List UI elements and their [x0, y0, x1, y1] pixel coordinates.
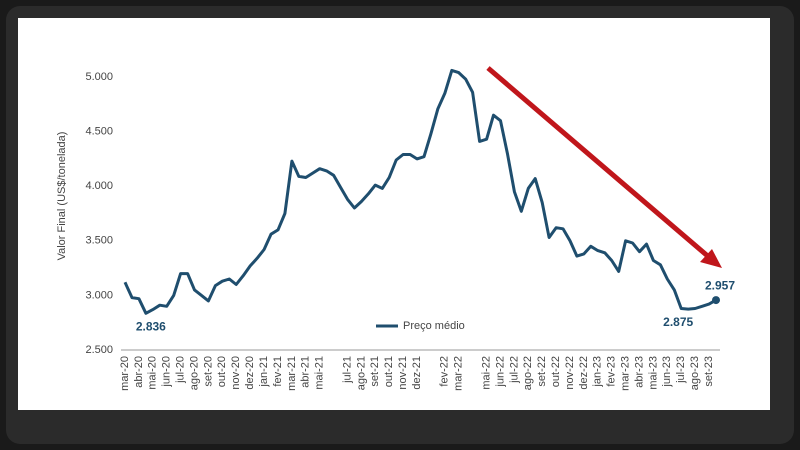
- x-tick-label: out-22: [550, 356, 562, 387]
- x-tick-label: mai-20: [147, 356, 159, 390]
- value-label: 2.836: [136, 319, 166, 333]
- x-tick-label: fev-23: [606, 356, 618, 387]
- x-tick-label: jun-22: [494, 356, 506, 388]
- x-tick-label: mar-21: [286, 356, 298, 391]
- x-tick-label: mai-23: [647, 356, 659, 390]
- x-tick-label: mar-22: [453, 356, 465, 391]
- x-tick-label: ago-23: [689, 356, 701, 390]
- x-tick-label: jul-21: [341, 356, 353, 384]
- x-tick-label: jan-21: [258, 356, 270, 388]
- x-tick-label: jun-23: [661, 356, 673, 388]
- line-series: [123, 68, 717, 315]
- x-tick-label: dez-22: [578, 356, 590, 390]
- x-tick-label: set-23: [703, 356, 715, 387]
- x-tick-label: jun-20: [161, 356, 173, 388]
- legend-label: Preço médio: [403, 320, 465, 332]
- x-tick-label: out-21: [383, 356, 395, 387]
- trend-arrow: [486, 66, 712, 260]
- x-tick-label: ago-20: [188, 356, 200, 390]
- x-tick-label: fev-22: [439, 356, 451, 387]
- x-tick-label: fev-21: [272, 356, 284, 387]
- value-label: 2.957: [705, 278, 735, 292]
- value-label: 2.875: [663, 315, 693, 329]
- x-tick-label: mar-20: [119, 356, 131, 391]
- x-tick-label: nov-21: [397, 356, 409, 390]
- panel: [18, 18, 770, 410]
- x-tick-label: ago-21: [355, 356, 367, 390]
- x-tick-label: jan-23: [592, 356, 604, 388]
- y-tick-label: 3.000: [85, 289, 113, 301]
- y-tick-label: 2.500: [85, 344, 113, 356]
- x-tick-label: set-22: [536, 356, 548, 387]
- y-tick-label: 4.500: [85, 126, 113, 138]
- y-tick-label: 3.500: [85, 235, 113, 247]
- end-marker: [712, 296, 720, 305]
- y-axis-label: Valor Final (US$/tonelada): [56, 132, 68, 261]
- y-tick-label: 5.000: [85, 71, 113, 83]
- y-tick-label: 4.000: [85, 180, 113, 192]
- x-tick-label: dez-21: [411, 356, 423, 390]
- x-tick-label: nov-20: [230, 356, 242, 390]
- x-tick-label: jul-22: [508, 356, 520, 384]
- x-tick-label: out-20: [216, 356, 228, 387]
- x-tick-label: jul-23: [675, 356, 687, 384]
- x-tick-label: nov-22: [564, 356, 576, 390]
- x-tick-label: ago-22: [522, 356, 534, 390]
- x-tick-label: mai-22: [480, 356, 492, 390]
- x-tick-label: abr-21: [300, 356, 312, 388]
- x-tick-label: abr-23: [633, 356, 645, 388]
- x-tick-label: set-21: [369, 356, 381, 387]
- x-tick-label: mar-23: [620, 356, 632, 391]
- x-tick-label: abr-20: [133, 356, 145, 388]
- x-tick-label: dez-20: [244, 356, 256, 390]
- x-tick-label: jul-20: [175, 356, 187, 384]
- trend-arrow-head: [700, 249, 722, 268]
- x-tick-label: set-20: [202, 356, 214, 387]
- x-tick-label: mai-21: [314, 356, 326, 390]
